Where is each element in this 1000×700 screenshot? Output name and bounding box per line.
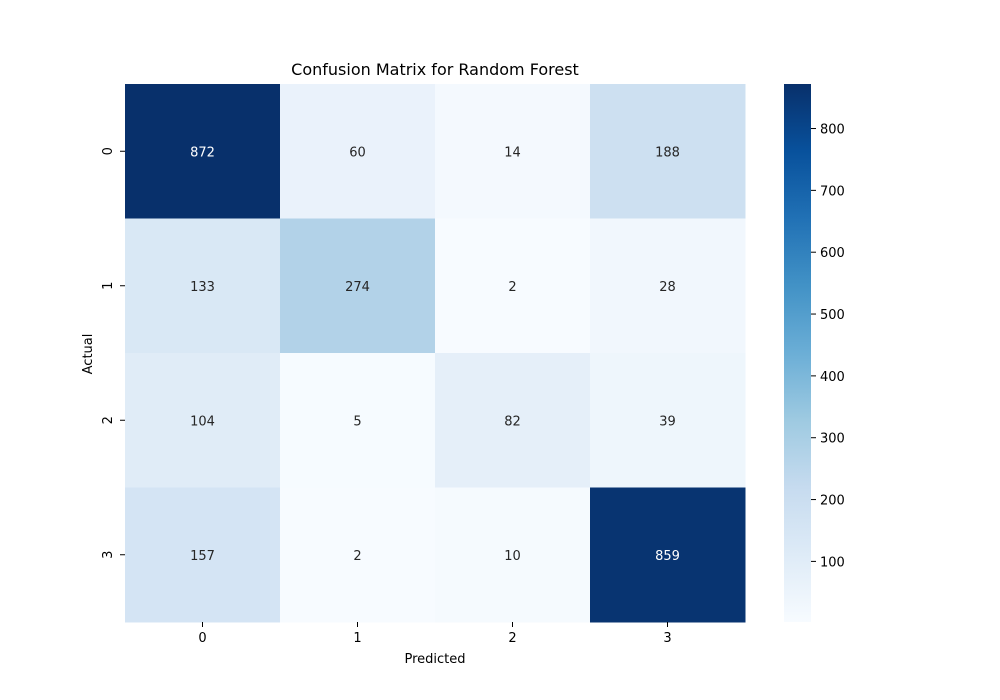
colorbar-tick-label: 600 (820, 246, 845, 261)
heatmap-cell (280, 353, 436, 488)
x-tick-label: 3 (663, 631, 671, 646)
colorbar-tick-label: 300 (820, 432, 845, 447)
cell-value-label: 859 (655, 549, 680, 564)
heatmap-cells: 872 60 14 188 133 274 2 28 104 5 82 39 157 2 10 859 (125, 84, 746, 623)
heatmap-cell (125, 487, 281, 623)
heatmap-cell (435, 353, 591, 488)
y-tick-label: 3 (101, 551, 116, 559)
heatmap-cell (125, 218, 281, 354)
cell-value-label: 274 (345, 280, 370, 295)
colorbar-tick-label: 700 (820, 184, 845, 199)
y-axis: 0 1 2 3 (101, 147, 125, 559)
colorbar: 100 200 300 400 500 600 700 800 (784, 84, 845, 622)
y-tick-label: 2 (101, 416, 116, 424)
x-tick-label: 2 (508, 631, 516, 646)
heatmap-cell (280, 84, 436, 219)
heatmap-cell (125, 84, 281, 219)
x-tick-label: 1 (353, 631, 361, 646)
heatmap-cell (435, 84, 591, 219)
cell-value-label: 5 (353, 414, 361, 429)
cell-value-label: 104 (190, 414, 215, 429)
y-tick-label: 1 (101, 282, 116, 290)
colorbar-gradient (784, 84, 811, 622)
cell-value-label: 28 (659, 280, 676, 295)
colorbar-tick-label: 500 (820, 308, 845, 323)
heatmap-cell (590, 218, 746, 354)
colorbar-tick-label: 200 (820, 494, 845, 509)
heatmap-cell (590, 353, 746, 488)
cell-value-label: 60 (349, 145, 366, 160)
colorbar-tick-label: 100 (820, 555, 845, 570)
y-axis-label: Actual (81, 334, 96, 375)
heatmap-cell (435, 487, 591, 623)
heatmap-cell (125, 353, 281, 488)
colorbar-tick-label: 400 (820, 370, 845, 385)
cell-value-label: 39 (659, 414, 676, 429)
cell-value-label: 10 (504, 549, 521, 564)
heatmap-cell (435, 218, 591, 354)
cell-value-label: 872 (190, 145, 215, 160)
cell-value-label: 133 (190, 280, 215, 295)
x-axis: 0 1 2 3 (198, 622, 672, 646)
cell-value-label: 2 (353, 549, 361, 564)
cell-value-label: 2 (508, 280, 516, 295)
cell-value-label: 82 (504, 414, 521, 429)
cell-value-label: 14 (504, 145, 521, 160)
heatmap-cell (280, 487, 436, 623)
heatmap-cell (590, 487, 746, 623)
chart-title: Confusion Matrix for Random Forest (291, 60, 579, 79)
heatmap-cell (280, 218, 436, 354)
x-axis-label: Predicted (404, 652, 465, 667)
colorbar-tick-label: 800 (820, 123, 845, 138)
cell-value-label: 188 (655, 145, 680, 160)
y-tick-label: 0 (101, 147, 116, 155)
heatmap-cell (590, 84, 746, 219)
cell-value-label: 157 (190, 549, 215, 564)
x-tick-label: 0 (198, 631, 206, 646)
